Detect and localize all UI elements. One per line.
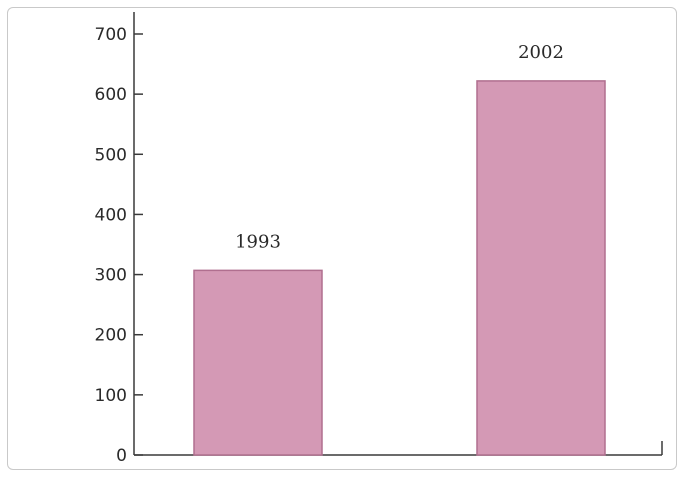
y-tick-label: 600	[95, 85, 127, 105]
y-tick-label: 200	[95, 326, 127, 346]
y-tick-label: 700	[95, 25, 127, 45]
bar-label-1993: 1993	[235, 231, 281, 252]
bars	[193, 80, 606, 456]
bar-labels: 1993 2002	[235, 42, 564, 252]
bar-1993	[193, 269, 323, 456]
y-tick-label: 100	[95, 386, 127, 406]
bar-label-2002: 2002	[518, 42, 564, 63]
y-tick-label: 500	[95, 145, 127, 165]
y-tick-label: 300	[95, 266, 127, 286]
y-tick-label: 0	[116, 446, 127, 466]
y-axis-ticks: 0 100 200 300 400 500 600 700	[95, 25, 143, 466]
bar-2002	[476, 80, 606, 456]
y-tick-label: 400	[95, 205, 127, 225]
